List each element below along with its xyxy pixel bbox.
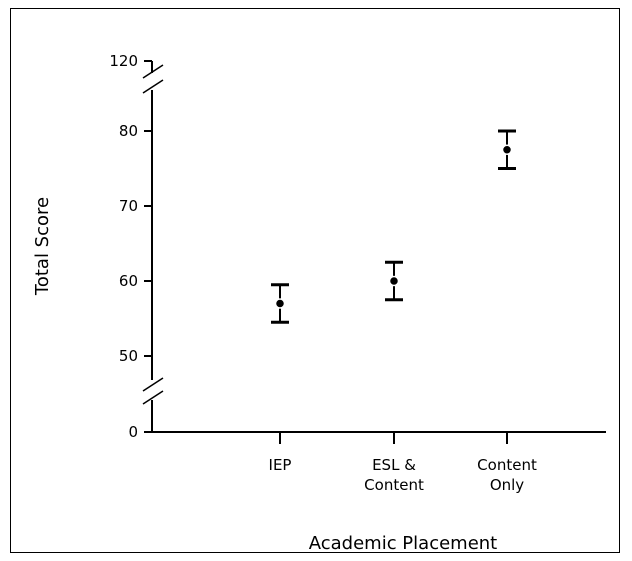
x-axis-title: Academic Placement: [309, 533, 498, 554]
x-category-label: Only: [490, 476, 524, 494]
axis-break-mark: [142, 79, 164, 94]
mean-point: [388, 275, 400, 287]
mean-point: [501, 144, 513, 155]
y-tick-label: 60: [119, 272, 138, 290]
chart-frame: [10, 8, 620, 553]
x-category-label: IEP: [269, 456, 292, 474]
y-axis-ticks: 0 50 60 70 80 120: [109, 52, 152, 441]
x-category-label: Content: [477, 456, 537, 474]
x-category-label: ESL &: [372, 456, 416, 474]
axes: [142, 61, 606, 433]
y-tick-label: 0: [128, 423, 138, 441]
x-category-label: Content: [364, 476, 424, 494]
axis-break-mark: [142, 377, 164, 392]
y-tick-label: 70: [119, 197, 138, 215]
y-tick-label: 120: [109, 52, 138, 70]
y-tick-label: 50: [119, 347, 138, 365]
y-axis-title: Total Score: [32, 197, 53, 296]
y-tick-label: 80: [119, 122, 138, 140]
data-marks: [271, 129, 516, 324]
mean-point: [274, 298, 286, 309]
x-axis-categories: IEP ESL & Content Content Only: [269, 432, 537, 494]
axis-break-mark: [142, 64, 164, 79]
axis-break-mark: [142, 390, 164, 405]
